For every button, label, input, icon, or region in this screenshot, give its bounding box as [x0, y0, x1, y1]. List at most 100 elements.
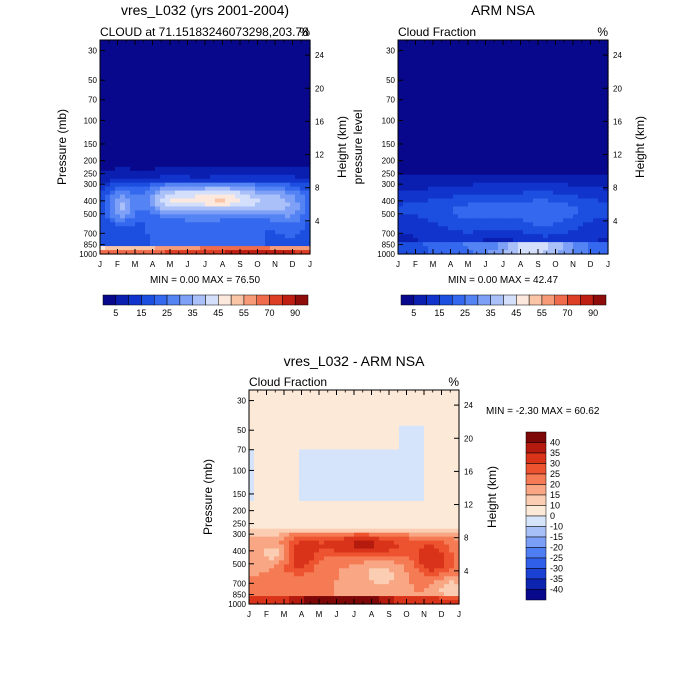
field-cell — [458, 222, 464, 227]
field-cell — [533, 43, 539, 49]
field-cell — [603, 246, 609, 251]
field-cell — [270, 206, 276, 211]
field-cell — [573, 87, 579, 93]
field-cell — [463, 99, 469, 104]
field-cell — [290, 230, 296, 235]
field-cell — [558, 194, 564, 200]
field-cell — [498, 55, 504, 61]
field-cell — [275, 182, 281, 188]
field-cell — [245, 143, 251, 148]
field-cell — [468, 75, 474, 81]
field-cell — [403, 135, 409, 140]
field-cell — [210, 40, 216, 45]
field-cell — [200, 59, 206, 65]
field-cell — [160, 206, 166, 211]
field-cell — [418, 111, 424, 116]
field-cell — [170, 246, 176, 251]
field-cell — [558, 71, 564, 77]
field-cell — [478, 99, 484, 104]
field-cell — [160, 83, 166, 89]
field-cell — [275, 234, 281, 239]
field-cell — [305, 170, 311, 176]
field-cell — [175, 158, 181, 164]
field-cell — [408, 67, 414, 73]
field-cell — [528, 103, 534, 108]
field-cell — [593, 43, 599, 49]
field-cell — [423, 178, 429, 184]
field-cell — [453, 43, 459, 49]
field-cell — [180, 75, 186, 81]
field-cell — [428, 107, 434, 112]
field-cell — [255, 214, 261, 219]
field-cell — [458, 238, 464, 243]
field-cell — [528, 143, 534, 148]
field-cell — [180, 154, 186, 160]
field-cell — [508, 186, 514, 192]
field-cell — [443, 210, 449, 215]
field-cell — [588, 194, 594, 200]
field-cell — [513, 222, 519, 227]
field-cell — [448, 87, 454, 93]
field-cell — [558, 83, 564, 89]
field-cell — [563, 135, 569, 140]
field-cell — [140, 47, 146, 53]
field-cell — [409, 397, 415, 403]
field-cell — [300, 127, 306, 132]
field-cell — [538, 43, 544, 49]
field-cell — [245, 67, 251, 73]
field-cell — [448, 182, 454, 188]
field-cell — [473, 242, 479, 247]
field-cell — [538, 83, 544, 89]
field-cell — [508, 150, 514, 156]
field-cell — [190, 147, 196, 152]
field-cell — [598, 174, 604, 180]
field-cell — [125, 198, 131, 204]
field-cell — [433, 250, 439, 255]
field-cell — [583, 139, 589, 144]
field-cell — [140, 234, 146, 239]
field-cell — [250, 119, 256, 124]
field-cell — [488, 214, 494, 219]
field-cell — [255, 71, 261, 77]
field-cell — [488, 83, 494, 89]
field-cell — [280, 135, 286, 140]
field-cell — [240, 226, 246, 231]
field-cell — [180, 182, 186, 188]
field-cell — [249, 390, 255, 395]
field-cell — [488, 71, 494, 77]
field-cell — [165, 178, 171, 184]
colorbar-label: 45 — [213, 308, 223, 318]
field-cell — [553, 186, 559, 192]
field-cell — [260, 139, 266, 144]
field-cell — [478, 246, 484, 251]
field-cell — [105, 190, 111, 196]
field-cell — [398, 95, 404, 101]
field-cell — [240, 162, 246, 168]
field-cell — [413, 103, 419, 108]
field-cell — [289, 390, 295, 395]
field-cell — [573, 103, 579, 108]
field-cell — [270, 63, 276, 69]
field-cell — [115, 143, 121, 148]
field-cell — [125, 182, 131, 188]
field-cell — [553, 214, 559, 219]
field-cell — [135, 91, 141, 97]
field-cell — [593, 218, 599, 223]
field-cell — [200, 214, 206, 219]
colorbar-swatch — [490, 294, 504, 306]
field-cell — [413, 83, 419, 89]
field-cell — [245, 107, 251, 112]
field-cell — [453, 59, 459, 65]
field-cell — [190, 43, 196, 49]
field-cell — [583, 123, 589, 128]
field-cell — [443, 47, 449, 53]
field-cell — [220, 150, 226, 156]
field-cell — [245, 71, 251, 77]
field-cell — [299, 401, 305, 407]
field-cell — [588, 115, 594, 120]
field-cell — [130, 226, 136, 231]
field-cell — [120, 40, 126, 45]
field-cell — [419, 401, 425, 407]
field-cell — [543, 246, 549, 251]
field-cell — [115, 107, 121, 112]
